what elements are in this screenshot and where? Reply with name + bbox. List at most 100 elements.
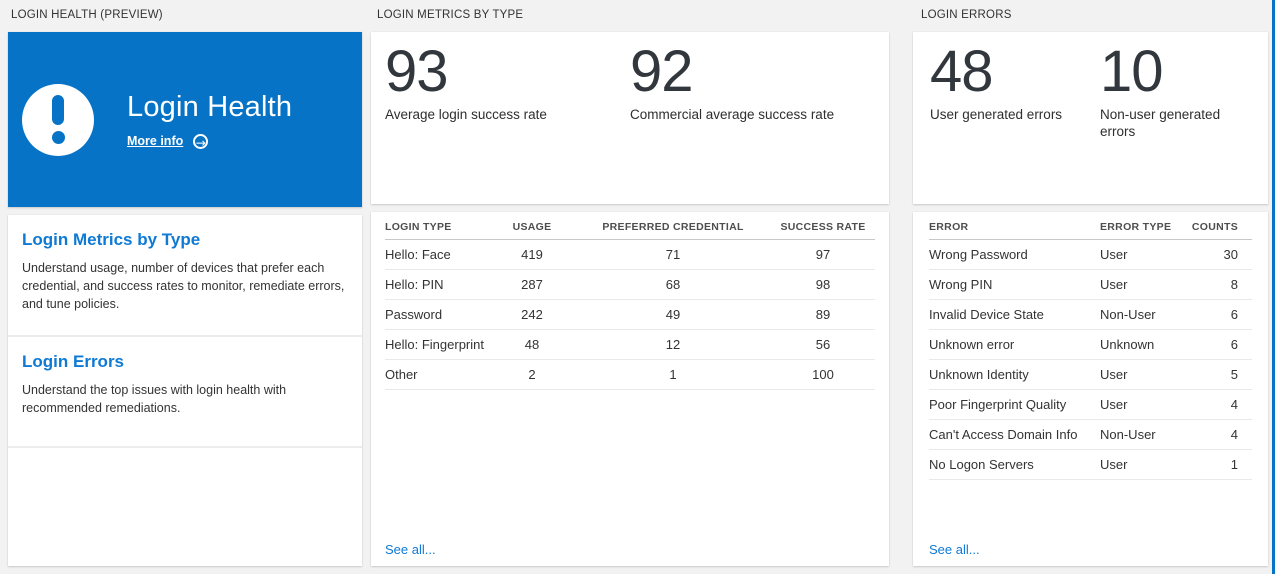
cell-success: 89 (815, 307, 831, 322)
cell-error-type: Non-User (1100, 307, 1156, 322)
cell-usage: 242 (521, 307, 543, 322)
cell-login-type: Password (385, 307, 443, 322)
banner-title: Login Health (127, 90, 293, 123)
stat-user-generated-errors: 48 User generated errors (930, 39, 1100, 140)
table-row[interactable]: Wrong PIN User 8 (929, 270, 1252, 300)
stats-row: 48 User generated errors 10 Non-user gen… (913, 32, 1268, 140)
login-metrics-table: LOGIN TYPE USAGE PREFERRED CREDENTIAL SU… (371, 212, 889, 390)
cell-success: 100 (812, 367, 834, 382)
table-row[interactable]: Unknown error Unknown 6 (929, 330, 1252, 360)
table-row[interactable]: No Logon Servers User 1 (929, 450, 1252, 480)
section-login-metrics-by-type[interactable]: Login Metrics by Type Understand usage, … (8, 215, 362, 335)
exclamation-dot (51, 131, 65, 144)
column-header-counts: COUNTS (1191, 220, 1238, 233)
cell-error: Unknown Identity (929, 367, 1029, 382)
table-body: Hello: Face 419 71 97 Hello: PIN 287 68 … (385, 240, 875, 390)
cell-preferred: 49 (665, 307, 681, 322)
table-row[interactable]: Invalid Device State Non-User 6 (929, 300, 1252, 330)
login-metrics-stats-card: 93 Average login success rate 92 Commerc… (371, 32, 889, 204)
cell-error: No Logon Servers (929, 457, 1034, 472)
cell-usage: 287 (521, 277, 543, 292)
cell-error: Poor Fingerprint Quality (929, 397, 1067, 412)
more-info-row: More info → (127, 133, 292, 150)
table-row[interactable]: Poor Fingerprint Quality User 4 (929, 390, 1252, 420)
exclamation-bar (52, 95, 64, 125)
stat-value: 92 (630, 39, 694, 104)
cell-success: 56 (815, 337, 831, 352)
table-body: Wrong Password User 30 Wrong PIN User 8 … (929, 240, 1252, 480)
cell-error-type: User (1100, 247, 1128, 262)
section-empty (8, 448, 362, 566)
cell-usage: 48 (524, 337, 540, 352)
cell-counts: 4 (1230, 427, 1238, 442)
cell-login-type: Hello: PIN (385, 277, 444, 292)
section-description: Understand the top issues with login hea… (22, 383, 287, 415)
stat-label: User generated errors (930, 107, 1063, 122)
see-all-link[interactable]: See all... (929, 542, 980, 557)
login-metrics-table-card: LOGIN TYPE USAGE PREFERRED CREDENTIAL SU… (371, 212, 889, 566)
cell-error-type: User (1100, 367, 1128, 382)
cell-error-type: Non-User (1100, 427, 1156, 442)
table-row[interactable]: Password 242 49 89 (385, 300, 875, 330)
cell-usage: 419 (521, 247, 543, 262)
stats-row: 93 Average login success rate 92 Commerc… (371, 32, 889, 123)
table-row[interactable]: Unknown Identity User 5 (929, 360, 1252, 390)
stat-label: Commercial average success rate (630, 107, 835, 122)
divider (8, 446, 362, 448)
cell-counts: 30 (1223, 247, 1238, 262)
section-title: Login Metrics by Type (22, 230, 201, 249)
column-header-error-type: ERROR TYPE (1100, 220, 1172, 233)
column-header-preferred-credential: PREFERRED CREDENTIAL (602, 220, 744, 233)
table-row[interactable]: Hello: Face 419 71 97 (385, 240, 875, 270)
stat-value: 93 (385, 39, 449, 104)
table-row[interactable]: Wrong Password User 30 (929, 240, 1252, 270)
cell-error-type: User (1100, 277, 1128, 292)
login-errors-table: ERROR ERROR TYPE COUNTS Wrong Password U… (913, 212, 1268, 480)
divider (8, 335, 362, 337)
cell-counts: 6 (1230, 337, 1238, 352)
stat-label: Average login success rate (385, 107, 547, 122)
column-header-error: ERROR (929, 220, 969, 233)
table-header-row: ERROR ERROR TYPE COUNTS (929, 214, 1252, 240)
section-header-login-errors: LOGIN ERRORS (921, 9, 1012, 21)
cell-error: Unknown error (929, 337, 1015, 352)
column-header-login-type: LOGIN TYPE (385, 220, 452, 233)
cell-preferred: 68 (665, 277, 681, 292)
cell-login-type: Hello: Face (385, 247, 451, 262)
cell-login-type: Hello: Fingerprint (385, 337, 484, 352)
table-row[interactable]: Hello: PIN 287 68 98 (385, 270, 875, 300)
stat-value: 48 (930, 39, 994, 104)
login-health-info-card: Login Metrics by Type Understand usage, … (8, 215, 362, 566)
section-description: Understand usage, number of devices that… (22, 261, 345, 311)
stat-non-user-generated-errors: 10 Non-user generated errors (1100, 39, 1254, 140)
login-health-banner-tile[interactable]: Login Health More info → (8, 32, 362, 207)
table-row[interactable]: Can't Access Domain Info Non-User 4 (929, 420, 1252, 450)
cell-counts: 4 (1230, 397, 1238, 412)
section-login-errors[interactable]: Login Errors Understand the top issues w… (8, 337, 362, 446)
stat-value: 10 (1100, 39, 1164, 104)
stat-commercial-average-success-rate: 92 Commercial average success rate (630, 39, 875, 123)
cell-counts: 6 (1230, 307, 1238, 322)
arrow-right-circle-icon[interactable]: → (193, 133, 209, 150)
table-row[interactable]: Other 2 1 100 (385, 360, 875, 390)
login-errors-table-card: ERROR ERROR TYPE COUNTS Wrong Password U… (913, 212, 1268, 566)
cell-success: 97 (815, 247, 831, 262)
section-title: Login Errors (22, 352, 125, 371)
section-header-login-metrics: LOGIN METRICS BY TYPE (377, 9, 524, 21)
cell-preferred: 71 (665, 247, 681, 262)
stat-average-login-success-rate: 93 Average login success rate (385, 39, 630, 123)
cell-preferred: 1 (669, 367, 677, 382)
cell-preferred: 12 (665, 337, 681, 352)
pane-edge-border (1272, 0, 1275, 574)
login-errors-stats-card: 48 User generated errors 10 Non-user gen… (913, 32, 1268, 204)
cell-error-type: User (1100, 457, 1128, 472)
see-all-link[interactable]: See all... (385, 542, 436, 557)
cell-error: Can't Access Domain Info (929, 427, 1078, 442)
cell-error: Invalid Device State (929, 307, 1044, 322)
banner-text: Login Health More info → (127, 90, 293, 150)
cell-error: Wrong Password (929, 247, 1028, 262)
cell-login-type: Other (385, 367, 418, 382)
table-row[interactable]: Hello: Fingerprint 48 12 56 (385, 330, 875, 360)
more-info-link[interactable]: More info (127, 134, 184, 148)
